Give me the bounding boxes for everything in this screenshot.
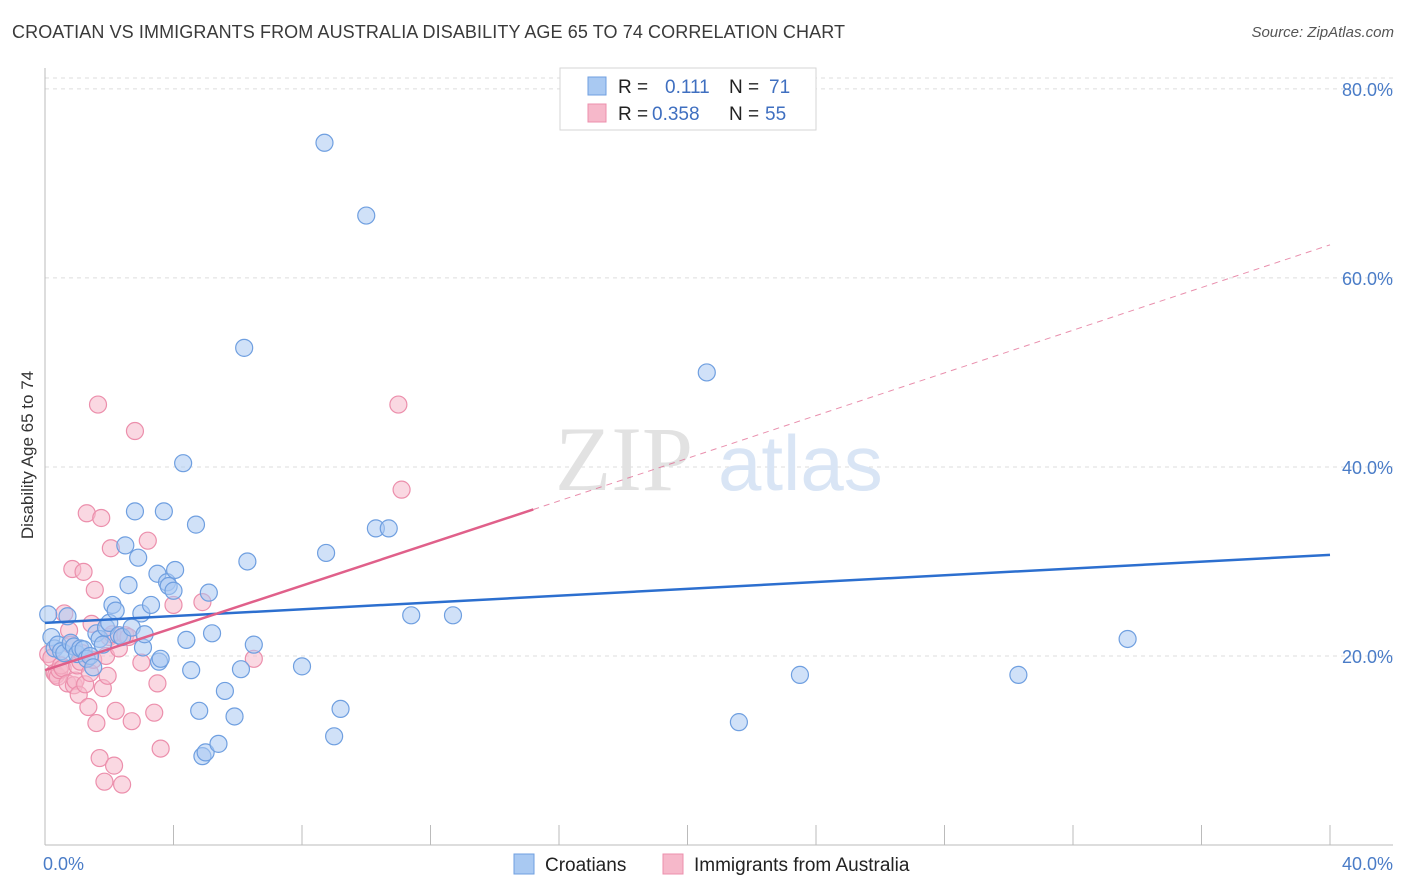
point-croatians xyxy=(84,658,103,677)
point-immigrants-from-australia xyxy=(145,703,164,722)
point-croatians xyxy=(315,133,334,152)
point-croatians xyxy=(325,727,344,746)
point-immigrants-from-australia xyxy=(85,580,104,599)
point-croatians xyxy=(697,363,716,382)
point-immigrants-from-australia xyxy=(148,674,167,693)
bottom-legend-swatch-immigrants xyxy=(662,853,684,875)
legend-n-value-1: 71 xyxy=(769,77,790,98)
point-croatians xyxy=(1009,665,1028,684)
legend-n-label-1: N = xyxy=(729,77,759,98)
point-immigrants-from-australia xyxy=(125,421,145,441)
point-croatians xyxy=(443,606,463,625)
point-croatians xyxy=(790,665,810,684)
point-croatians xyxy=(182,661,201,680)
point-croatians xyxy=(141,595,161,615)
legend-r-value-1: 0.111 xyxy=(665,77,710,98)
point-croatians xyxy=(199,583,218,602)
point-croatians xyxy=(402,606,421,625)
y-tick-label: 20.0% xyxy=(1342,647,1393,667)
point-croatians xyxy=(196,743,215,762)
point-croatians xyxy=(106,601,125,620)
y-tick-label: 40.0% xyxy=(1342,458,1393,478)
point-croatians xyxy=(116,536,135,555)
legend-n-value-2: 55 xyxy=(765,104,786,125)
legend-swatch-immigrants xyxy=(587,103,607,123)
point-immigrants-from-australia xyxy=(87,713,106,733)
point-croatians xyxy=(235,338,254,357)
series-croatians xyxy=(39,133,1137,766)
point-croatians xyxy=(1118,629,1137,649)
point-immigrants-from-australia xyxy=(95,772,114,791)
point-croatians xyxy=(177,630,196,650)
point-croatians xyxy=(215,681,234,701)
x-tick-label: 40.0% xyxy=(1342,854,1393,874)
point-immigrants-from-australia xyxy=(392,480,411,499)
point-croatians xyxy=(292,657,312,676)
point-immigrants-from-australia xyxy=(79,697,98,717)
legend-n-label-2: N = xyxy=(729,104,759,125)
legend-swatch-croatians xyxy=(587,76,607,96)
point-croatians xyxy=(379,519,398,538)
point-croatians xyxy=(174,454,193,473)
point-immigrants-from-australia xyxy=(138,531,157,550)
point-immigrants-from-australia xyxy=(90,748,109,768)
point-immigrants-from-australia xyxy=(132,653,151,672)
axes xyxy=(44,68,1393,846)
y-tick-label: 80.0% xyxy=(1342,80,1393,100)
source-label: Source: ZipAtlas.com xyxy=(1251,24,1394,41)
point-croatians xyxy=(238,552,257,571)
watermark-atlas: atlas xyxy=(718,419,883,507)
point-croatians xyxy=(231,660,251,679)
point-croatians xyxy=(729,713,749,732)
point-croatians xyxy=(357,206,376,225)
point-croatians xyxy=(164,581,183,600)
point-croatians xyxy=(129,548,148,567)
point-croatians xyxy=(151,649,170,668)
chart-title: CROATIAN VS IMMIGRANTS FROM AUSTRALIA DI… xyxy=(12,22,846,42)
legend-r-label-2: R = xyxy=(618,104,648,125)
trend-line-immigrants xyxy=(44,508,534,672)
legend: R = 0.111 N = 71 R = 0.358 N = 55 xyxy=(559,67,817,131)
bottom-legend-immigrants: Immigrants from Australia xyxy=(694,855,910,876)
point-croatians xyxy=(331,699,350,719)
point-immigrants-from-australia xyxy=(112,775,132,794)
point-croatians xyxy=(209,734,228,753)
watermark: ZIP atlas xyxy=(555,408,883,510)
point-immigrants-from-australia xyxy=(74,562,93,581)
point-croatians xyxy=(186,515,206,534)
point-immigrants-from-australia xyxy=(88,395,108,414)
point-immigrants-from-australia xyxy=(104,756,124,775)
point-croatians xyxy=(316,543,336,563)
point-immigrants-from-australia xyxy=(92,508,111,528)
trend-lines xyxy=(44,244,1331,672)
legend-r-value-2: 0.358 xyxy=(652,104,700,125)
point-croatians xyxy=(190,701,209,720)
trend-line-immigrants-extension xyxy=(533,244,1331,510)
point-croatians xyxy=(202,624,222,643)
series-immigrants-from-australia xyxy=(39,395,411,794)
bottom-legend-swatch-croatians xyxy=(513,853,535,875)
trend-line-croatians xyxy=(44,553,1331,625)
y-tick-label: 60.0% xyxy=(1342,269,1393,289)
x-tick-label: 0.0% xyxy=(43,854,84,874)
point-croatians xyxy=(39,605,58,624)
legend-r-label-1: R = xyxy=(618,77,648,98)
point-croatians xyxy=(225,707,244,726)
point-immigrants-from-australia xyxy=(151,739,170,758)
point-immigrants-from-australia xyxy=(98,666,117,685)
point-croatians xyxy=(154,502,173,521)
bottom-legend-croatians: Croatians xyxy=(545,855,626,876)
point-immigrants-from-australia xyxy=(106,701,125,720)
point-croatians xyxy=(125,502,145,521)
watermark-zip: ZIP xyxy=(555,408,693,510)
bottom-legend: Croatians Immigrants from Australia xyxy=(513,853,910,876)
point-immigrants-from-australia xyxy=(122,712,141,731)
tick-labels: 20.0% 40.0% 60.0% 80.0% 0.0% 40.0% xyxy=(43,80,1393,874)
point-croatians xyxy=(166,560,185,580)
point-immigrants-from-australia xyxy=(389,395,408,414)
point-croatians xyxy=(244,635,263,654)
point-croatians xyxy=(119,575,138,595)
